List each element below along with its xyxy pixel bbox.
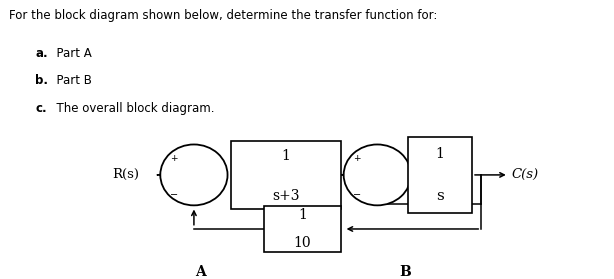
Text: 10: 10 <box>293 236 311 250</box>
Text: b.: b. <box>35 74 48 87</box>
Text: A: A <box>195 265 206 279</box>
Text: B: B <box>399 265 411 279</box>
Text: For the block diagram shown below, determine the transfer function for:: For the block diagram shown below, deter… <box>9 9 438 22</box>
Text: 1: 1 <box>281 149 290 163</box>
Text: 1: 1 <box>298 208 307 222</box>
Ellipse shape <box>344 145 411 205</box>
Text: Part B: Part B <box>49 74 92 87</box>
Text: Part A: Part A <box>49 47 92 60</box>
Text: 1: 1 <box>435 146 445 160</box>
Bar <box>231 141 341 209</box>
Bar <box>264 206 341 252</box>
Text: c.: c. <box>35 102 47 115</box>
Text: The overall block diagram.: The overall block diagram. <box>49 102 214 115</box>
Text: −: − <box>169 190 178 200</box>
Text: R(s): R(s) <box>112 169 139 181</box>
Text: s: s <box>436 189 444 203</box>
Text: +: + <box>170 154 177 163</box>
Bar <box>408 137 472 213</box>
Text: a.: a. <box>35 47 48 60</box>
Ellipse shape <box>160 145 228 205</box>
Text: C(s): C(s) <box>511 169 539 181</box>
Text: −: − <box>353 190 361 200</box>
Text: +: + <box>354 154 361 163</box>
Text: s+3: s+3 <box>272 189 300 203</box>
